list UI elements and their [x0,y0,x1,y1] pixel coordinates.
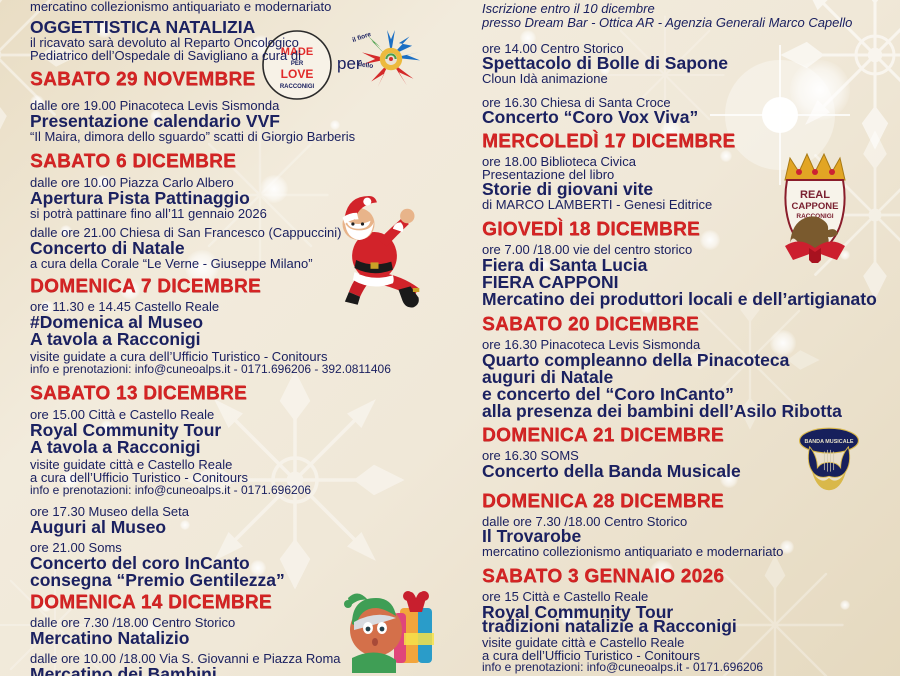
svg-text:REAL: REAL [800,189,830,201]
svg-text:CAPPONE: CAPPONE [792,201,839,212]
svg-text:BANDA MUSICALE: BANDA MUSICALE [804,439,853,445]
